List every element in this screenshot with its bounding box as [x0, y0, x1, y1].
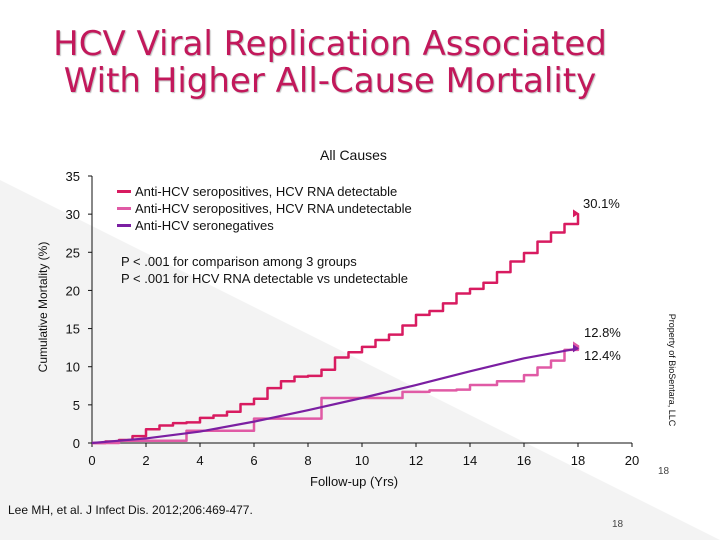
x-tick-label: 0 — [88, 453, 95, 468]
citation: Lee MH, et al. J Infect Dis. 2012;206:46… — [8, 503, 253, 517]
legend-swatch-seronegatives — [117, 224, 131, 227]
statistics-note: P < .001 for comparison among 3 groups P… — [121, 253, 408, 287]
end-label-rna-undetectable: 12.8% — [584, 325, 621, 340]
x-tick-label: 8 — [304, 453, 311, 468]
series-line-rna-detectable — [92, 213, 580, 445]
y-tick-label: 30 — [66, 207, 80, 222]
legend-label-seronegatives: Anti-HCV seronegatives — [135, 218, 274, 233]
chart-legend: Anti-HCV seropositives, HCV RNA detectab… — [117, 183, 412, 234]
x-axis-label: Follow-up (Yrs) — [310, 474, 399, 489]
end-label-seronegatives: 12.4% — [584, 348, 621, 363]
x-tick-label: 4 — [196, 453, 203, 468]
x-tick-label: 14 — [463, 453, 477, 468]
legend-entry-seronegatives: Anti-HCV seronegatives — [117, 217, 412, 234]
chart-title: All Causes — [320, 147, 387, 163]
legend-swatch-rna-undetectable — [117, 207, 131, 210]
y-tick-label: 25 — [66, 245, 80, 260]
legend-entry-rna-detectable: Anti-HCV seropositives, HCV RNA detectab… — [117, 183, 412, 200]
y-tick-label: 10 — [66, 360, 80, 375]
slide-title: HCV Viral Replication Associated With Hi… — [0, 26, 660, 100]
legend-entry-rna-undetectable: Anti-HCV seropositives, HCV RNA undetect… — [117, 200, 412, 217]
series-end-marker — [573, 344, 579, 353]
series-end-marker — [573, 209, 579, 218]
stat-line-1: P < .001 for comparison among 3 groups — [121, 254, 357, 269]
property-note: Property of BioSentara, LLC — [667, 313, 677, 427]
series-line-seronegatives — [91, 347, 579, 445]
x-tick-label: 6 — [250, 453, 257, 468]
page-number: 18 — [658, 466, 670, 477]
legend-swatch-rna-detectable — [117, 190, 131, 193]
x-tick-label: 12 — [409, 453, 423, 468]
legend-label-rna-detectable: Anti-HCV seropositives, HCV RNA detectab… — [135, 184, 398, 199]
page-number-bottom: 18 — [612, 519, 624, 530]
end-label-rna-detectable: 30.1% — [583, 196, 620, 211]
y-tick-label: 5 — [73, 398, 80, 413]
x-tick-label: 10 — [355, 453, 369, 468]
slide-title-line-1: HCV Viral Replication Associated — [53, 24, 607, 64]
x-tick-label: 16 — [517, 453, 531, 468]
y-tick-label: 0 — [73, 436, 80, 451]
x-tick-label: 2 — [142, 453, 149, 468]
legend-label-rna-undetectable: Anti-HCV seropositives, HCV RNA undetect… — [135, 201, 412, 216]
y-tick-label: 35 — [66, 169, 80, 184]
y-tick-label: 15 — [66, 322, 80, 337]
x-tick-label: 18 — [571, 453, 585, 468]
x-tick-label: 20 — [625, 453, 639, 468]
slide-title-line-2: With Higher All-Cause Mortality — [63, 61, 597, 101]
stat-line-2: P < .001 for HCV RNA detectable vs undet… — [121, 271, 409, 286]
y-tick-label: 20 — [66, 283, 80, 298]
